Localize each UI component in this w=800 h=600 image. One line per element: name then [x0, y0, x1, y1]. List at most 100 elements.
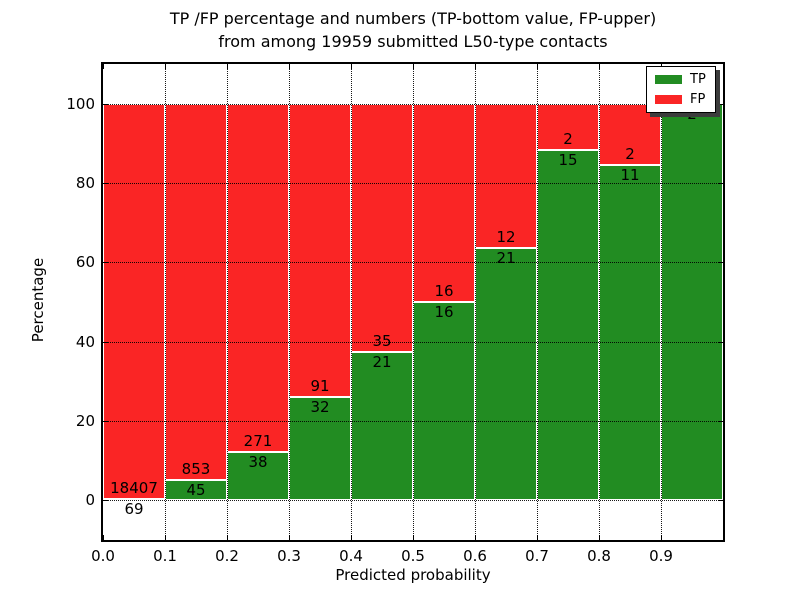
x-tick-mark: [599, 64, 600, 69]
x-tick-label: 0.8: [587, 547, 611, 565]
x-tick-label: 0.9: [649, 547, 673, 565]
x-tick-mark: [413, 64, 414, 69]
fp-count-label: 12: [496, 227, 516, 246]
fp-bar-segment: [475, 103, 537, 248]
legend-item-tp: TP: [655, 73, 706, 86]
tp-count-label: 16: [434, 303, 454, 321]
tp-count-label: 15: [558, 151, 578, 170]
x-tick-label: 0.7: [525, 547, 549, 565]
tp-count-label: 21: [496, 248, 516, 267]
y-tick-mark: [718, 183, 723, 184]
vertical-gridline: [227, 64, 228, 540]
x-tick-label: 0.3: [277, 547, 301, 565]
x-tick-mark: [289, 535, 290, 540]
vertical-gridline: [165, 64, 166, 540]
y-tick-label: 0: [85, 491, 95, 510]
y-tick-mark: [718, 341, 723, 343]
legend-label: TP: [690, 72, 706, 87]
tp-bar-segment: [227, 451, 289, 501]
tp-bar-segment: [475, 247, 537, 501]
chart-title: TP /FP percentage and numbers (TP-bottom…: [101, 7, 725, 53]
y-tick-mark: [718, 500, 723, 502]
fp-bar-segment: [227, 103, 289, 452]
chart-title-line1: TP /FP percentage and numbers (TP-bottom…: [169, 9, 657, 28]
fp-count-label: 853: [181, 460, 211, 479]
legend-label: FP: [690, 92, 706, 107]
y-tick-label: 40: [75, 332, 95, 351]
x-tick-mark: [537, 535, 538, 540]
fp-bar-segment: [537, 103, 599, 151]
tp-bar-segment: [599, 164, 661, 501]
tp-bar-segment: [661, 103, 723, 501]
y-tick-mark: [103, 262, 108, 264]
x-tick-mark: [475, 535, 476, 540]
y-tick-mark: [103, 103, 108, 105]
vertical-gridline: [475, 64, 476, 540]
fp-bar-segment: [351, 103, 413, 352]
y-axis-label: Percentage: [29, 257, 47, 343]
x-axis-label: Predicted probability: [335, 566, 491, 584]
x-tick-mark: [351, 535, 352, 540]
fp-bar-segment: [103, 103, 165, 499]
fp-bar-segment: [289, 103, 351, 398]
legend-item-fp: FP: [655, 93, 706, 106]
tp-count-label: 45: [186, 481, 206, 500]
legend: TP FP: [646, 66, 716, 113]
fp-count-label: 35: [372, 331, 392, 350]
x-tick-mark: [227, 64, 228, 69]
vertical-gridline: [289, 64, 290, 540]
x-tick-mark: [289, 64, 290, 69]
tp-count-label: 2: [687, 104, 697, 123]
x-tick-mark: [537, 64, 538, 69]
x-tick-label: 0.2: [215, 547, 239, 565]
legend-swatch-fp-icon: [655, 95, 682, 104]
fp-count-label: 271: [243, 431, 273, 450]
fp-count-label: 18407: [110, 478, 158, 497]
x-tick-mark: [103, 64, 104, 69]
tp-count-label: 38: [248, 452, 268, 471]
y-tick-mark: [103, 183, 108, 184]
chart-title-line2: from among 19959 submitted L50-type cont…: [218, 32, 608, 51]
tp-count-label: 69: [124, 499, 144, 518]
y-tick-mark: [103, 341, 108, 343]
fp-bar-segment: [165, 103, 227, 481]
y-tick-label: 80: [75, 174, 95, 192]
x-tick-mark: [165, 64, 166, 69]
fp-count-label: 2: [563, 130, 573, 149]
x-tick-mark: [475, 64, 476, 69]
y-tick-label: 20: [75, 412, 95, 430]
y-tick-mark: [718, 103, 723, 105]
y-tick-mark: [103, 421, 108, 422]
y-tick-mark: [718, 262, 723, 264]
tp-count-label: 21: [372, 352, 392, 371]
x-tick-label: 0.1: [153, 547, 177, 565]
x-tick-label: 0.5: [401, 547, 425, 565]
tp-bar-segment: [413, 302, 475, 501]
vertical-gridline: [661, 64, 662, 540]
vertical-gridline: [413, 64, 414, 540]
tp-count-label: 11: [620, 165, 640, 184]
y-tick-mark: [103, 500, 108, 502]
x-tick-label: 0.4: [339, 547, 363, 565]
y-tick-label: 60: [75, 253, 95, 272]
x-tick-label: 0.6: [463, 547, 487, 565]
plot-area: 18407 69 853 45 271 38 91 32 35 21 16 16 12 21 2 15 2 11 2: [101, 62, 725, 542]
fp-count-label: 91: [310, 377, 330, 396]
x-tick-label: 0.0: [91, 547, 115, 565]
x-tick-mark: [103, 535, 104, 540]
tp-bar-segment: [537, 150, 599, 501]
x-tick-mark: [351, 64, 352, 69]
y-tick-label: 100: [66, 94, 95, 113]
vertical-gridline: [351, 64, 352, 540]
plot-inner: 18407 69 853 45 271 38 91 32 35 21 16 16 12 21 2 15 2 11 2: [103, 64, 723, 540]
fp-count-label: 2: [625, 144, 635, 163]
x-tick-mark: [413, 535, 414, 540]
legend-swatch-tp-icon: [655, 75, 682, 84]
vertical-gridline: [537, 64, 538, 540]
x-tick-mark: [227, 535, 228, 540]
x-tick-mark: [165, 535, 166, 540]
fp-bar-segment: [413, 103, 475, 302]
y-tick-mark: [718, 421, 723, 422]
x-tick-mark: [661, 535, 662, 540]
